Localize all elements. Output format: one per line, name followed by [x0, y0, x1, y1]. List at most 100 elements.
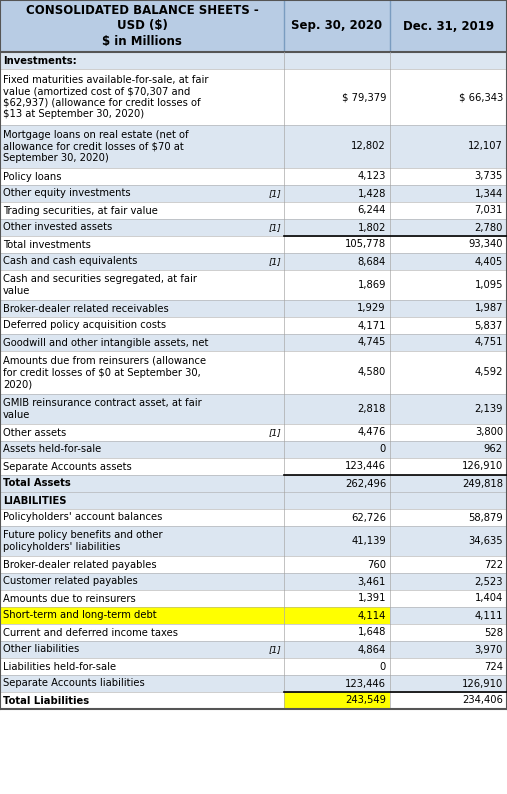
Bar — [0, 219, 284, 236]
Text: 3,970: 3,970 — [475, 645, 503, 654]
Bar — [0, 607, 284, 624]
Bar — [390, 334, 507, 351]
Bar — [390, 509, 507, 526]
Bar — [284, 675, 390, 692]
Bar — [390, 607, 507, 624]
Text: 4,592: 4,592 — [475, 368, 503, 377]
Text: 1,344: 1,344 — [475, 188, 503, 198]
Bar — [0, 270, 284, 300]
Bar — [284, 590, 390, 607]
Bar — [0, 202, 284, 219]
Text: 123,446: 123,446 — [345, 679, 386, 688]
Text: Current and deferred income taxes: Current and deferred income taxes — [3, 627, 178, 638]
Bar — [0, 556, 284, 573]
Bar — [390, 351, 507, 394]
Text: 1,428: 1,428 — [357, 188, 386, 198]
Bar — [284, 492, 390, 509]
Text: 123,446: 123,446 — [345, 461, 386, 472]
Text: Customer related payables: Customer related payables — [3, 576, 138, 587]
Text: [1]: [1] — [268, 189, 281, 198]
Text: Total investments: Total investments — [3, 240, 91, 249]
Text: Short-term and long-term debt: Short-term and long-term debt — [3, 611, 157, 620]
Bar — [390, 317, 507, 334]
Bar — [284, 125, 390, 168]
Bar — [0, 52, 284, 69]
Bar — [284, 658, 390, 675]
Text: 2,139: 2,139 — [475, 404, 503, 414]
Bar — [284, 573, 390, 590]
Text: $ 79,379: $ 79,379 — [342, 92, 386, 102]
Text: 4,123: 4,123 — [357, 172, 386, 182]
Bar — [390, 692, 507, 709]
Bar — [284, 475, 390, 492]
Bar — [284, 300, 390, 317]
Text: 3,461: 3,461 — [357, 576, 386, 587]
Bar — [0, 334, 284, 351]
Bar — [0, 475, 284, 492]
Text: 126,910: 126,910 — [462, 679, 503, 688]
Text: Future policy benefits and other
policyholders' liabilities: Future policy benefits and other policyh… — [3, 530, 163, 552]
Bar — [390, 526, 507, 556]
Text: 62,726: 62,726 — [351, 512, 386, 522]
Text: Policy loans: Policy loans — [3, 172, 61, 182]
Bar — [284, 270, 390, 300]
Text: 0: 0 — [380, 445, 386, 454]
Text: [1]: [1] — [268, 645, 281, 654]
Bar — [284, 509, 390, 526]
Bar — [0, 458, 284, 475]
Text: 2,780: 2,780 — [475, 222, 503, 233]
Text: [1]: [1] — [268, 223, 281, 232]
Text: 4,580: 4,580 — [358, 368, 386, 377]
Text: Assets held-for-sale: Assets held-for-sale — [3, 445, 101, 454]
Bar — [0, 658, 284, 675]
Bar — [284, 168, 390, 185]
Text: 3,800: 3,800 — [475, 427, 503, 437]
Text: 7,031: 7,031 — [475, 206, 503, 215]
Text: 243,549: 243,549 — [345, 696, 386, 706]
Text: 105,778: 105,778 — [345, 240, 386, 249]
Bar — [284, 351, 390, 394]
Text: Trading securities, at fair value: Trading securities, at fair value — [3, 206, 158, 215]
Bar — [0, 168, 284, 185]
Text: 4,751: 4,751 — [475, 337, 503, 348]
Bar — [390, 458, 507, 475]
Bar — [390, 624, 507, 641]
Bar — [390, 492, 507, 509]
Text: Other equity investments: Other equity investments — [3, 188, 131, 198]
Bar — [284, 556, 390, 573]
Text: 4,171: 4,171 — [357, 321, 386, 330]
Text: Liabilities held-for-sale: Liabilities held-for-sale — [3, 661, 116, 672]
Text: Amounts due from reinsurers (allowance
for credit losses of $0 at September 30,
: Amounts due from reinsurers (allowance f… — [3, 356, 206, 389]
Bar — [284, 253, 390, 270]
Bar — [390, 394, 507, 424]
Text: 1,987: 1,987 — [475, 303, 503, 314]
Bar — [0, 624, 284, 641]
Text: 1,869: 1,869 — [357, 280, 386, 290]
Bar — [390, 300, 507, 317]
Bar — [390, 441, 507, 458]
Bar — [284, 424, 390, 441]
Text: Investments:: Investments: — [3, 56, 77, 65]
Text: 6,244: 6,244 — [357, 206, 386, 215]
Text: 1,802: 1,802 — [357, 222, 386, 233]
Bar — [0, 692, 284, 709]
Bar — [0, 675, 284, 692]
Bar — [284, 317, 390, 334]
Text: 722: 722 — [484, 560, 503, 569]
Text: 234,406: 234,406 — [462, 696, 503, 706]
Bar — [0, 185, 284, 202]
Text: 8,684: 8,684 — [358, 256, 386, 267]
Bar — [284, 236, 390, 253]
Bar — [390, 125, 507, 168]
Text: 2,818: 2,818 — [357, 404, 386, 414]
Text: 962: 962 — [484, 445, 503, 454]
Text: 41,139: 41,139 — [351, 536, 386, 546]
Bar — [0, 641, 284, 658]
Text: 0: 0 — [380, 661, 386, 672]
Text: Broker-dealer related receivables: Broker-dealer related receivables — [3, 303, 169, 314]
Text: 4,476: 4,476 — [357, 427, 386, 437]
Text: [1]: [1] — [268, 257, 281, 266]
Text: $ 66,343: $ 66,343 — [459, 92, 503, 102]
Text: Policyholders' account balances: Policyholders' account balances — [3, 512, 162, 522]
Text: 249,818: 249,818 — [462, 479, 503, 488]
